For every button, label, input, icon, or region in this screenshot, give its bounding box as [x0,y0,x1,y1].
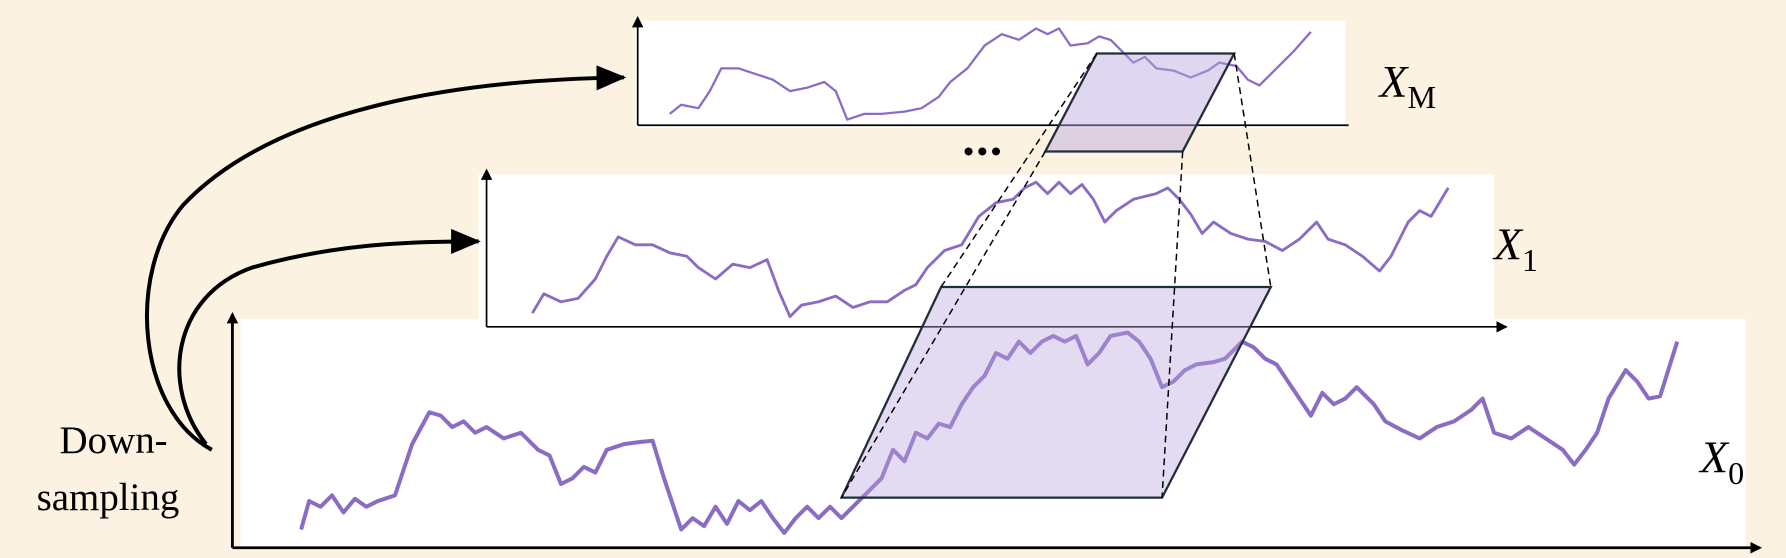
label-subscript: M [1408,80,1437,115]
projection-line [840,151,1046,499]
downsampling-line1: Down- [60,419,168,462]
projection-line [1161,151,1184,498]
ellipsis-dot [964,147,973,156]
label-xm: XM [1378,56,1436,115]
window-x0 [839,285,1273,499]
downsample-arrow-m [145,65,627,452]
label-symbol: X [1492,219,1524,270]
label-symbol: X [1698,432,1730,483]
ellipsis-dot [978,147,987,156]
panel-xm [635,20,1346,128]
label-x0: X0 [1698,432,1744,491]
projection-line [940,53,1098,288]
label-subscript: 1 [1522,243,1538,278]
ellipsis-dot [992,147,1001,156]
downsample-arrow-1 [177,228,481,446]
signal-x1 [531,180,1450,319]
signal-x0 [299,330,1680,535]
projection-line [1233,53,1272,288]
label-subscript: 0 [1728,456,1744,491]
label-x1: X1 [1492,219,1538,278]
label-symbol: X [1378,56,1410,107]
downsampling-line2: sampling [37,476,180,519]
signal-xm [669,27,1312,121]
